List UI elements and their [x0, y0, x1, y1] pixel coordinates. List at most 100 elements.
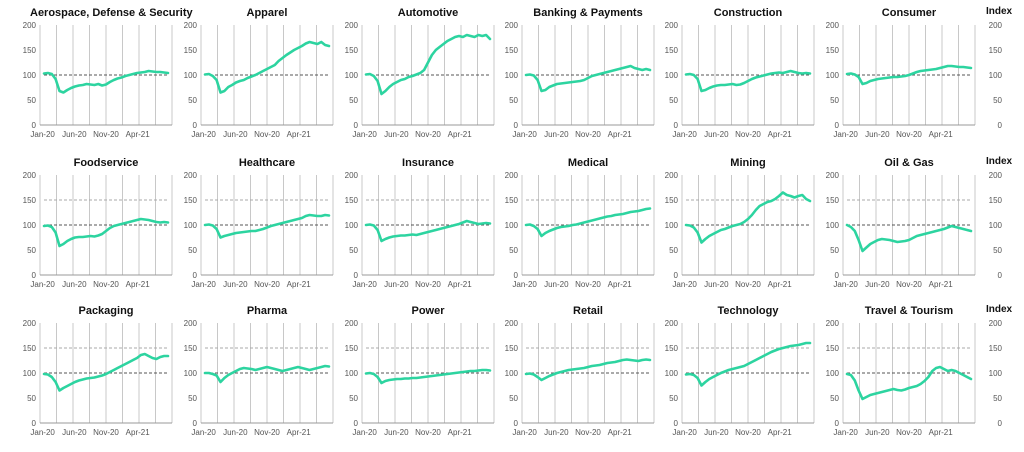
x-tick-label: Jan-20 [833, 428, 858, 437]
y-tick-label: 100 [184, 369, 198, 378]
y-tick-label: 0 [193, 419, 198, 428]
y-tick-label: 150 [23, 196, 37, 205]
series-line [845, 365, 973, 401]
chart-panel: 0 50 100 150 200 Jan-20 Jun-20 Nov-20 Apr-21 [505, 319, 655, 437]
y-tick-label: 150 [345, 196, 359, 205]
series-line [524, 358, 652, 382]
y-tick-label: 150 [826, 344, 840, 353]
y-tick-label: 100 [826, 71, 840, 80]
y-tick-label: 0 [674, 121, 679, 130]
y-tick-label-right: 100 [989, 71, 1003, 80]
x-tick-label: Jan-20 [833, 280, 858, 289]
y-tick-label: 150 [826, 46, 840, 55]
y-tick-label: 200 [345, 319, 359, 328]
y-tick-label: 200 [505, 171, 519, 180]
chart-title: Banking & Payments [533, 7, 643, 19]
x-tick-label: Jan-20 [512, 428, 537, 437]
x-tick-label: Jun-20 [704, 280, 729, 289]
y-tick-label: 50 [830, 394, 839, 403]
y-tick-label: 0 [674, 271, 679, 280]
y-tick-label: 0 [354, 271, 359, 280]
x-tick-label: Jan-20 [191, 280, 216, 289]
chart-title: Mining [730, 157, 766, 169]
y-tick-label: 100 [665, 221, 679, 230]
y-tick-label: 50 [669, 246, 678, 255]
y-tick-label: 200 [665, 319, 679, 328]
index-axis-label: Index [986, 6, 1013, 17]
y-tick-label: 150 [505, 344, 519, 353]
x-tick-label: Jun-20 [865, 280, 890, 289]
y-tick-label: 150 [345, 46, 359, 55]
y-tick-label-right: 0 [998, 419, 1003, 428]
x-tick-label: Apr-21 [448, 130, 473, 139]
x-tick-label: Nov-20 [93, 130, 119, 139]
x-tick-label: Nov-20 [254, 130, 280, 139]
x-tick-label: Apr-21 [608, 130, 633, 139]
x-tick-label: Jun-20 [223, 130, 248, 139]
y-tick-label: 100 [826, 221, 840, 230]
x-tick-label: Jan-20 [672, 280, 697, 289]
y-tick-label: 0 [32, 271, 37, 280]
series-line [524, 207, 652, 238]
x-tick-label: Nov-20 [735, 428, 761, 437]
x-tick-label: Jun-20 [544, 280, 569, 289]
y-tick-label: 100 [184, 221, 198, 230]
chart-panel: 0 50 100 150 200 Jan-20 Jun-20 Nov-20 Apr-21 [23, 171, 173, 289]
x-tick-label: Jan-20 [30, 130, 55, 139]
y-tick-label: 200 [23, 319, 37, 328]
x-tick-label: Nov-20 [254, 280, 280, 289]
y-tick-label: 0 [32, 419, 37, 428]
y-tick-label: 0 [354, 121, 359, 130]
x-tick-label: Jan-20 [672, 130, 697, 139]
chart-panel: 0 50 100 150 200 Jan-20 Jun-20 Nov-20 Apr-21 [345, 171, 495, 289]
x-tick-label: Nov-20 [415, 428, 441, 437]
y-tick-label: 100 [345, 221, 359, 230]
y-tick-label-right: 50 [993, 96, 1002, 105]
x-tick-label: Apr-21 [126, 428, 151, 437]
x-tick-label: Jun-20 [865, 428, 890, 437]
chart-panel: 0 50 100 150 200 0 50 100 150 200 Jan-20 Jun-20 Nov-… [826, 21, 1003, 139]
x-tick-label: Apr-21 [929, 130, 954, 139]
y-tick-label: 150 [184, 344, 198, 353]
x-tick-label: Jun-20 [704, 428, 729, 437]
chart-title: Retail [573, 305, 603, 317]
y-tick-label: 200 [184, 171, 198, 180]
y-tick-label: 100 [505, 221, 519, 230]
x-tick-label: Jan-20 [512, 130, 537, 139]
x-tick-label: Jan-20 [352, 280, 377, 289]
chart-title: Oil & Gas [884, 157, 934, 169]
y-tick-label: 50 [830, 246, 839, 255]
series-line [845, 223, 973, 253]
y-tick-label: 150 [23, 344, 37, 353]
y-tick-label: 100 [665, 71, 679, 80]
y-tick-label: 150 [23, 46, 37, 55]
x-tick-label: Apr-21 [768, 280, 793, 289]
chart-panel: 0 50 100 150 200 Jan-20 Jun-20 Nov-20 Apr-21 [345, 21, 495, 139]
x-tick-label: Jun-20 [62, 428, 87, 437]
y-tick-label: 50 [669, 394, 678, 403]
y-tick-label: 0 [193, 271, 198, 280]
x-tick-label: Jun-20 [865, 130, 890, 139]
x-tick-label: Apr-21 [287, 428, 312, 437]
x-tick-label: Nov-20 [254, 428, 280, 437]
chart-panel: 0 50 100 150 200 Jan-20 Jun-20 Nov-20 Apr-21 [665, 171, 815, 289]
y-tick-label-right: 200 [989, 319, 1003, 328]
x-tick-label: Jun-20 [544, 428, 569, 437]
y-tick-label: 0 [514, 419, 519, 428]
y-tick-label: 150 [184, 196, 198, 205]
chart-panel: 0 50 100 150 200 Jan-20 Jun-20 Nov-20 Apr-21 [184, 319, 334, 437]
x-tick-label: Jun-20 [544, 130, 569, 139]
x-tick-label: Jun-20 [223, 280, 248, 289]
x-tick-label: Apr-21 [448, 428, 473, 437]
x-tick-label: Apr-21 [448, 280, 473, 289]
x-tick-label: Nov-20 [896, 428, 922, 437]
chart-title: Automotive [397, 7, 459, 19]
x-tick-label: Apr-21 [608, 428, 633, 437]
x-tick-label: Apr-21 [929, 280, 954, 289]
y-tick-label-right: 200 [989, 171, 1003, 180]
series-line [524, 64, 652, 93]
y-tick-label: 100 [505, 369, 519, 378]
chart-title: Foodservice [73, 157, 139, 169]
y-tick-label: 50 [509, 394, 518, 403]
